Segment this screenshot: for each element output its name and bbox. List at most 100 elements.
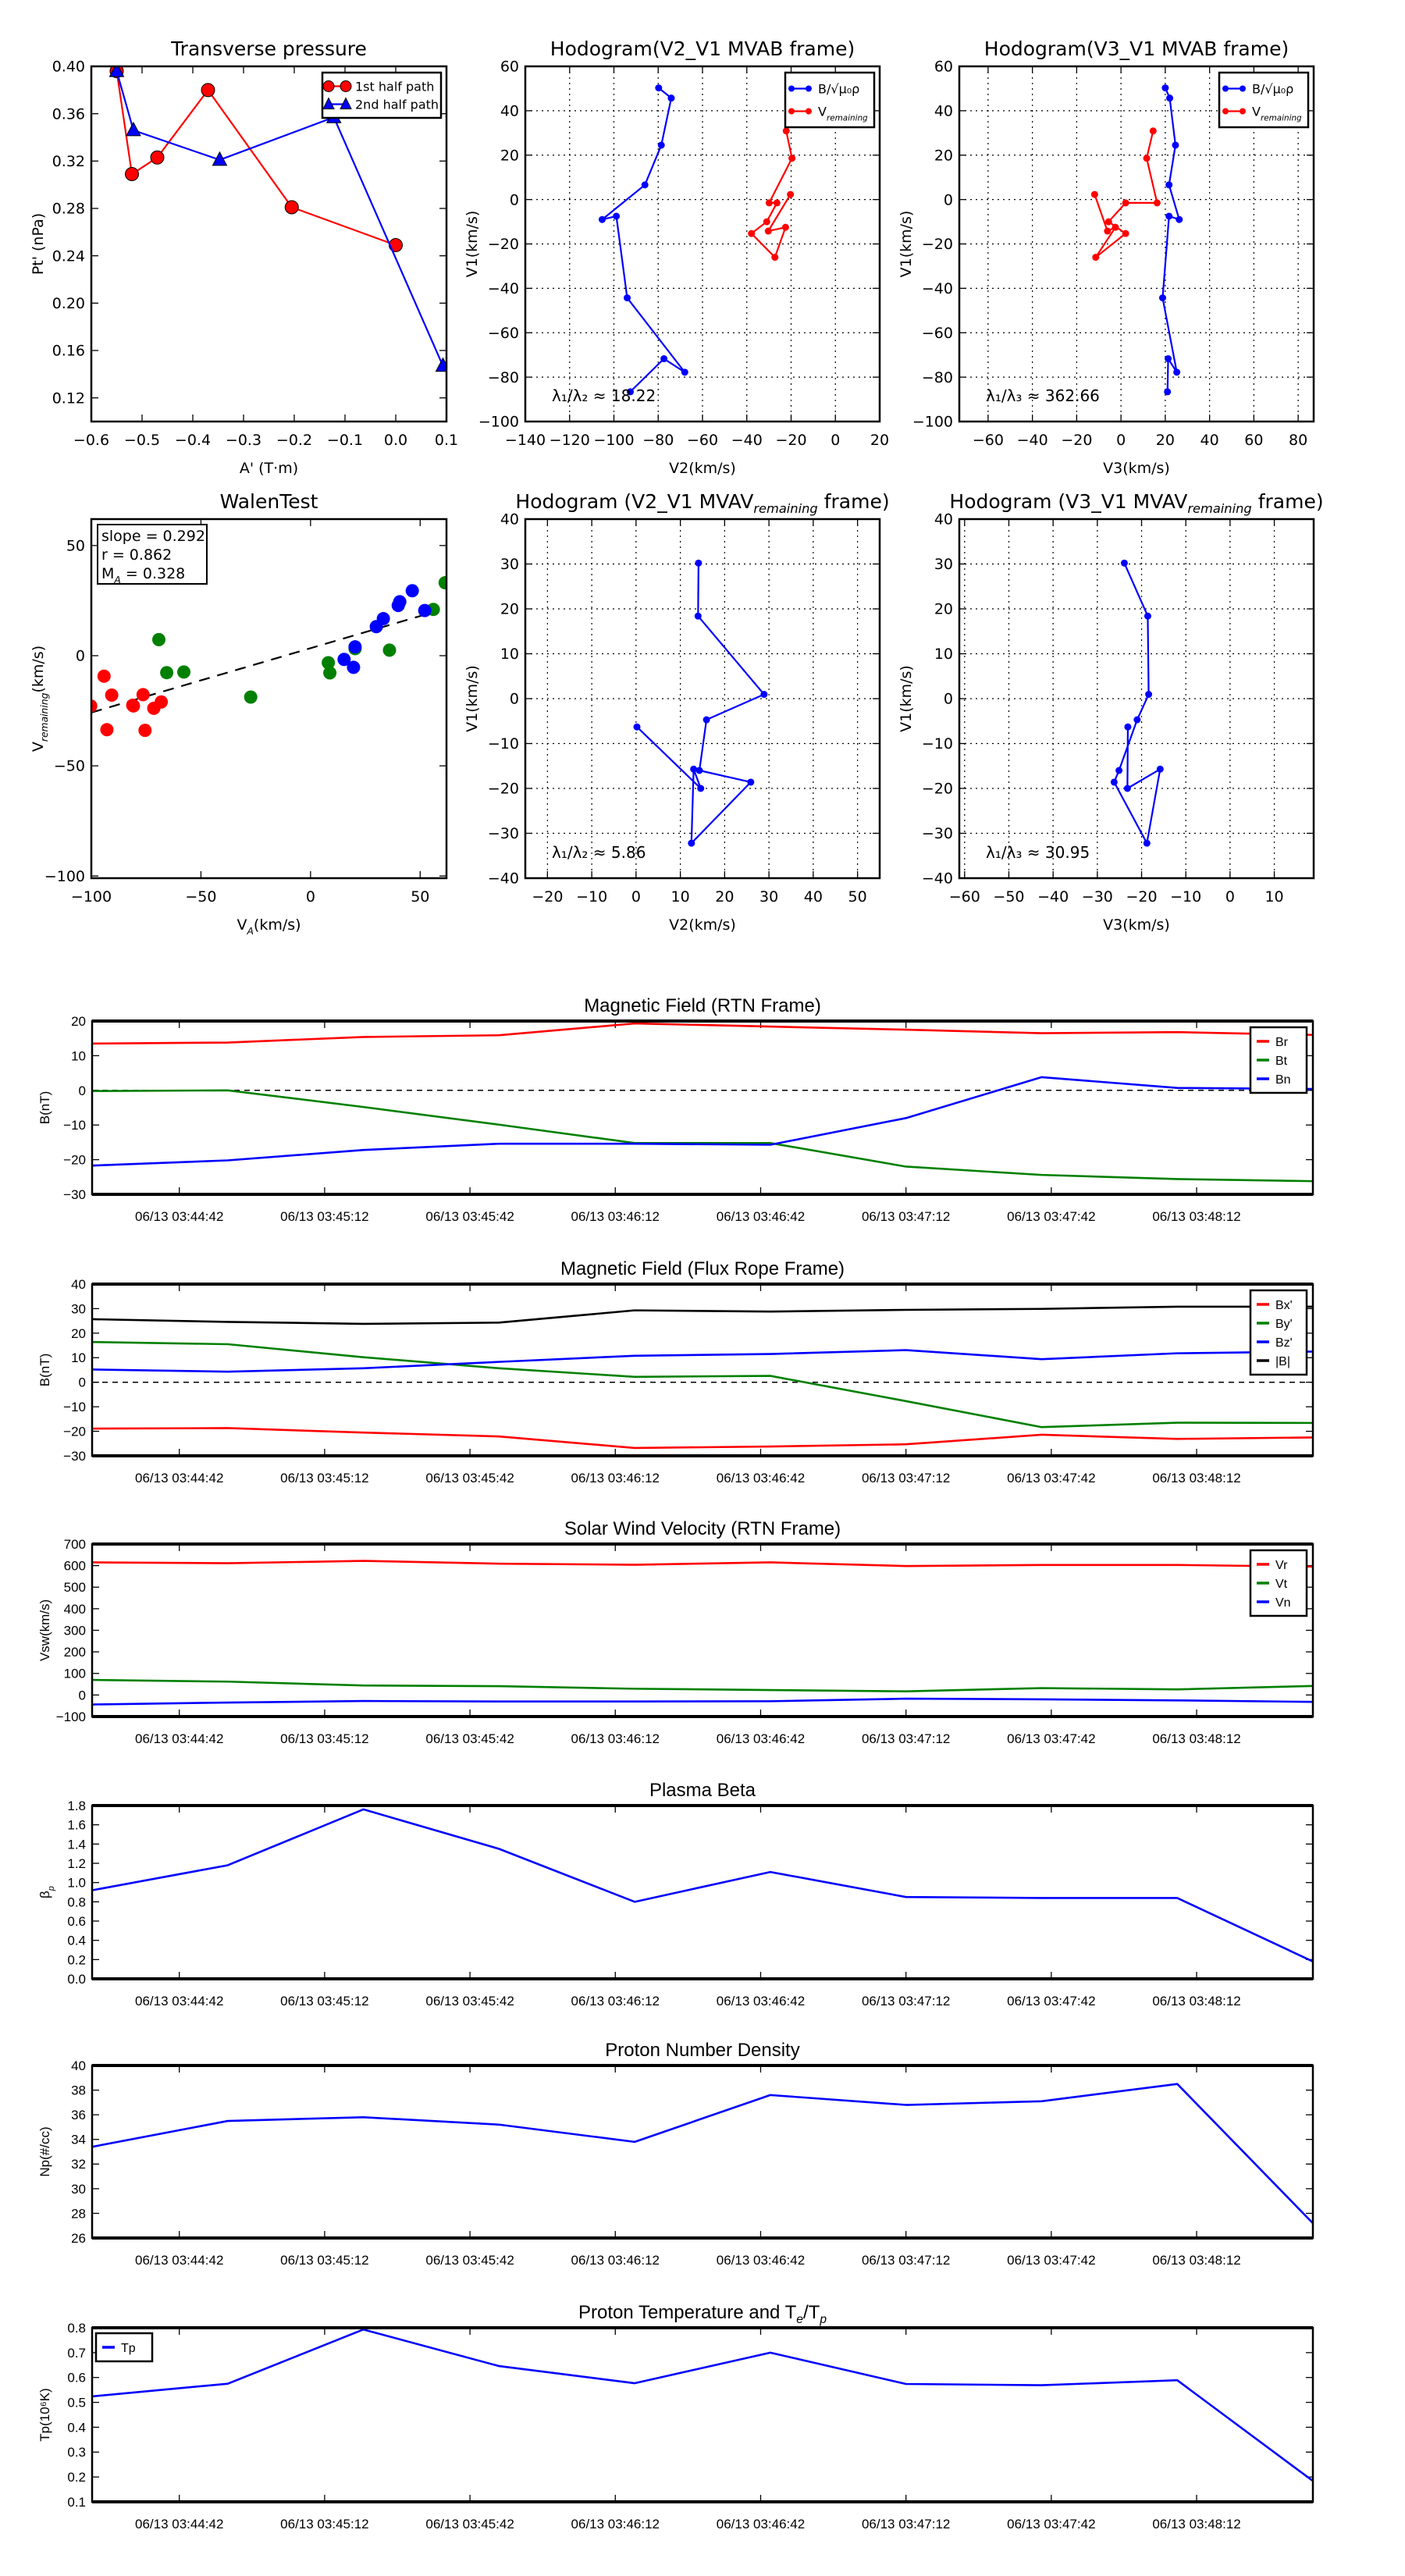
y-tick-label: 0.24 — [52, 247, 85, 265]
legend-label: Vremaining — [1252, 105, 1302, 123]
y-tick-label: 0.2 — [67, 2470, 86, 2485]
y-tick-label: 40 — [934, 103, 953, 120]
data-point — [1104, 218, 1112, 226]
y-tick-label: 0 — [76, 648, 85, 665]
scatter-point — [382, 643, 397, 657]
data-point — [1122, 199, 1129, 207]
x-tick-label: 0.0 — [384, 432, 407, 449]
data-point — [1112, 223, 1119, 231]
chart-title-part: Plasma Beta — [649, 1780, 756, 1801]
y-axis-label: Pt' (nPa) — [30, 213, 47, 275]
data-point — [1092, 254, 1100, 262]
data-point — [788, 155, 796, 162]
y-tick-label: 10 — [71, 1350, 86, 1365]
y-axis-label-part: Tp(10⁶K) — [37, 2388, 52, 2441]
y-tick-label: 700 — [64, 1537, 86, 1552]
y-tick-label: 0.6 — [67, 1914, 86, 1929]
legend-marker-dot — [1240, 108, 1246, 115]
y-tick-label: 0.4 — [67, 2420, 86, 2435]
x-tick-label: 06/13 03:48:12 — [1152, 1471, 1240, 1485]
y-tick-label: 10 — [500, 646, 519, 663]
y-tick-label: 26 — [71, 2231, 86, 2246]
y-tick-label: 0 — [510, 691, 519, 708]
x-tick-label: −20 — [1126, 888, 1157, 906]
plot-content — [1110, 559, 1164, 847]
data-point — [787, 190, 795, 198]
scatter-point — [438, 576, 446, 590]
legend-box — [1218, 71, 1310, 129]
plot-content — [633, 559, 768, 847]
x-tick-label: 0 — [831, 432, 840, 449]
scatter-point — [136, 688, 150, 702]
y-axis-label: Np(#/cc) — [37, 2126, 52, 2176]
y-tick-label: −30 — [63, 1449, 86, 1464]
data-point-triangle — [108, 66, 125, 77]
scatter-point — [138, 724, 152, 738]
y-axis-label: V1(km/s) — [898, 211, 915, 278]
x-axis-label-part: V2(km/s) — [669, 460, 736, 477]
y-axis-label-part: V1(km/s) — [898, 665, 915, 732]
y-tick-label: −40 — [922, 280, 953, 297]
y-tick-label: −20 — [922, 236, 953, 253]
data-point — [781, 223, 789, 231]
x-tick-label: 40 — [804, 888, 823, 906]
legend-box — [321, 71, 443, 119]
x-tick-label: −10 — [1170, 888, 1201, 906]
x-tick-label: 06/13 03:47:42 — [1007, 2253, 1095, 2268]
legend-marker-triangle — [322, 97, 335, 109]
y-tick-label: 10 — [71, 1048, 86, 1063]
x-tick-label: 06/13 03:45:12 — [280, 1994, 368, 2008]
y-tick-label: 0.16 — [52, 343, 85, 360]
x-tick-label: 06/13 03:45:42 — [425, 2253, 514, 2268]
y-tick-label: 20 — [500, 147, 519, 164]
plasma-beta-chart: 06/13 03:44:42 06/13 03:45:12 06/13 03:45:… — [37, 1780, 1314, 2008]
chart-title-part: Solar Wind Velocity (RTN Frame) — [564, 1518, 841, 1539]
y-tick-label: −10 — [488, 735, 519, 753]
stats-line-part: r — [101, 546, 108, 564]
data-point — [760, 691, 768, 699]
legend: B/√μ₀ρ Vremaining — [1218, 71, 1310, 129]
data-point — [1104, 227, 1112, 235]
x-tick-label: 06/13 03:47:42 — [1007, 2517, 1095, 2532]
data-point — [660, 355, 668, 363]
chart-title-part: Hodogram (V3_V1 MVAV — [949, 490, 1187, 513]
legend-box — [94, 2332, 154, 2363]
x-tick-label: −30 — [1082, 888, 1113, 906]
x-tick-label: 06/13 03:44:42 — [135, 1994, 223, 2008]
chart-title: Proton Number Density — [605, 2040, 799, 2061]
legend-marker-dot — [788, 108, 795, 115]
x-tick-label: −20 — [1061, 432, 1092, 449]
y-tick-label: 0.4 — [67, 1934, 86, 1948]
y-axis-label: B(nT) — [37, 1354, 52, 1387]
legend: Bx' By' Bz' |B| — [1249, 1289, 1308, 1376]
legend: Tp — [94, 2332, 154, 2363]
eigenvalue-ratio-annotation: λ₁/λ₂ ≈ 18.22 — [552, 386, 656, 405]
chart-title: Plasma Beta — [649, 1780, 756, 1801]
y-tick-label: 0.6 — [67, 2371, 86, 2386]
x-tick-label: 06/13 03:47:42 — [1007, 1731, 1095, 1746]
data-point — [1115, 767, 1123, 774]
data-point — [771, 254, 779, 262]
legend: 1st half path 2nd half path — [321, 71, 443, 119]
chart-title-part: Proton Number Density — [605, 2040, 799, 2061]
y-axis-label: V1(km/s) — [898, 665, 915, 732]
y-tick-label: 30 — [71, 2182, 86, 2197]
chart-title: Proton Temperature and Te/Tp — [578, 2302, 827, 2326]
plot-frame — [90, 65, 448, 423]
x-tick-label: −0.6 — [73, 432, 109, 449]
data-point — [1090, 190, 1098, 198]
chart-title: Hodogram(V2_V1 MVAB frame) — [550, 37, 855, 60]
legend-marker-dot — [788, 85, 795, 92]
x-tick-label: −0.3 — [226, 432, 261, 449]
series-line-1 — [750, 130, 793, 258]
data-point — [694, 612, 702, 620]
x-axis-label: V3(km/s) — [1103, 916, 1170, 934]
x-axis-label-part: A' (T·m) — [240, 460, 298, 477]
stats-line: r = 0.862 — [101, 546, 172, 564]
x-axis-label-part: (km/s) — [254, 916, 301, 934]
plot-area — [92, 1544, 1313, 1717]
y-axis-label-part: B(nT) — [37, 1091, 52, 1125]
x-axis-label: V3(km/s) — [1103, 460, 1170, 477]
scatter-point — [244, 690, 258, 704]
x-tick-label: −10 — [576, 888, 607, 906]
